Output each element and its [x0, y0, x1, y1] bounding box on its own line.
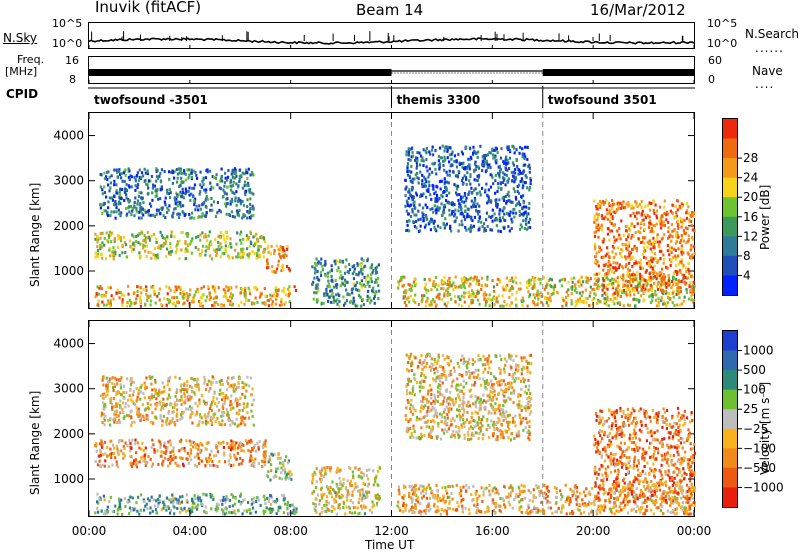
nave-dots: .... — [755, 77, 775, 91]
y-tick-label: 1000 — [53, 472, 84, 486]
colorbar-swatch — [723, 487, 737, 508]
nave-tick-top: 60 — [708, 54, 722, 67]
colorbar-swatch — [723, 119, 737, 140]
nsearch-label: N.Search — [745, 27, 800, 41]
search-tick-bottom: 10^0 — [707, 37, 738, 50]
cpid-segment-label: twofsound -3501 — [94, 93, 208, 107]
sky-tick-bottom: 10^0 — [52, 37, 83, 50]
velocity-colorbar-label: Velocity [m s⁻¹] — [758, 381, 772, 475]
y-tick-label: 3000 — [53, 382, 84, 396]
colorbar-swatch — [723, 255, 737, 276]
beam-title: Beam 14 — [356, 1, 424, 19]
cpid-segment-label: themis 3300 — [397, 93, 481, 107]
colorbar-swatch — [723, 197, 737, 218]
cpid-label: CPID — [6, 87, 39, 101]
power-colorbar — [722, 118, 738, 296]
freq-tick-bottom: 8 — [69, 73, 76, 86]
colorbar-swatch — [723, 158, 737, 179]
y-tick-label: 2000 — [53, 219, 84, 233]
colorbar-swatch — [723, 428, 737, 449]
y-tick-label: 3000 — [53, 174, 84, 188]
freq-unit-label: [MHz] — [5, 65, 38, 78]
freq-panel — [88, 56, 695, 84]
nsky-line — [88, 37, 695, 45]
power-colorbar-label: Power [dB] — [758, 184, 772, 250]
freq-trace — [89, 69, 694, 76]
search-tick-top: 10^5 — [707, 17, 738, 30]
y-tick-label: 4000 — [53, 129, 84, 143]
colorbar-swatch — [723, 177, 737, 198]
velocity-colorbar — [722, 330, 738, 508]
colorbar-swatch — [723, 216, 737, 237]
nsky-trace — [88, 31, 695, 45]
colorbar-swatch — [723, 467, 737, 488]
nsky-label: N.Sky — [3, 31, 38, 45]
power-panel — [88, 112, 695, 309]
colorbar-swatch — [723, 370, 737, 391]
colorbar-swatch — [723, 275, 737, 296]
x-axis-label: Time UT — [365, 538, 415, 552]
freq-band — [89, 69, 392, 76]
colorbar-swatch — [723, 448, 737, 469]
power-ylabel: Slant Range [km] — [28, 182, 42, 287]
colorbar-swatch — [723, 409, 737, 430]
freq-tick-top: 16 — [65, 54, 79, 67]
colorbar-swatch — [723, 350, 737, 371]
velocity-panel — [88, 320, 695, 517]
colorbar-swatch — [723, 331, 737, 352]
freq-band — [542, 69, 694, 76]
colorbar-swatch — [723, 236, 737, 257]
nave-label: Nave — [752, 64, 783, 78]
nsearch-dots: ...... — [755, 41, 784, 55]
station-title: Inuvik (fitACF) — [95, 0, 202, 16]
colorbar-swatch — [723, 389, 737, 410]
cpid-segment-label: twofsound 3501 — [548, 93, 657, 107]
y-tick-label: 1000 — [53, 264, 84, 278]
velocity-ylabel: Slant Range [km] — [28, 390, 42, 495]
sky-tick-top: 10^5 — [52, 17, 83, 30]
nave-tick-bottom: 0 — [708, 73, 715, 86]
nsky-panel — [88, 22, 695, 49]
date-title: 16/Mar/2012 — [590, 1, 686, 19]
y-tick-label: 2000 — [53, 427, 84, 441]
y-tick-label: 4000 — [53, 337, 84, 351]
colorbar-swatch — [723, 138, 737, 159]
